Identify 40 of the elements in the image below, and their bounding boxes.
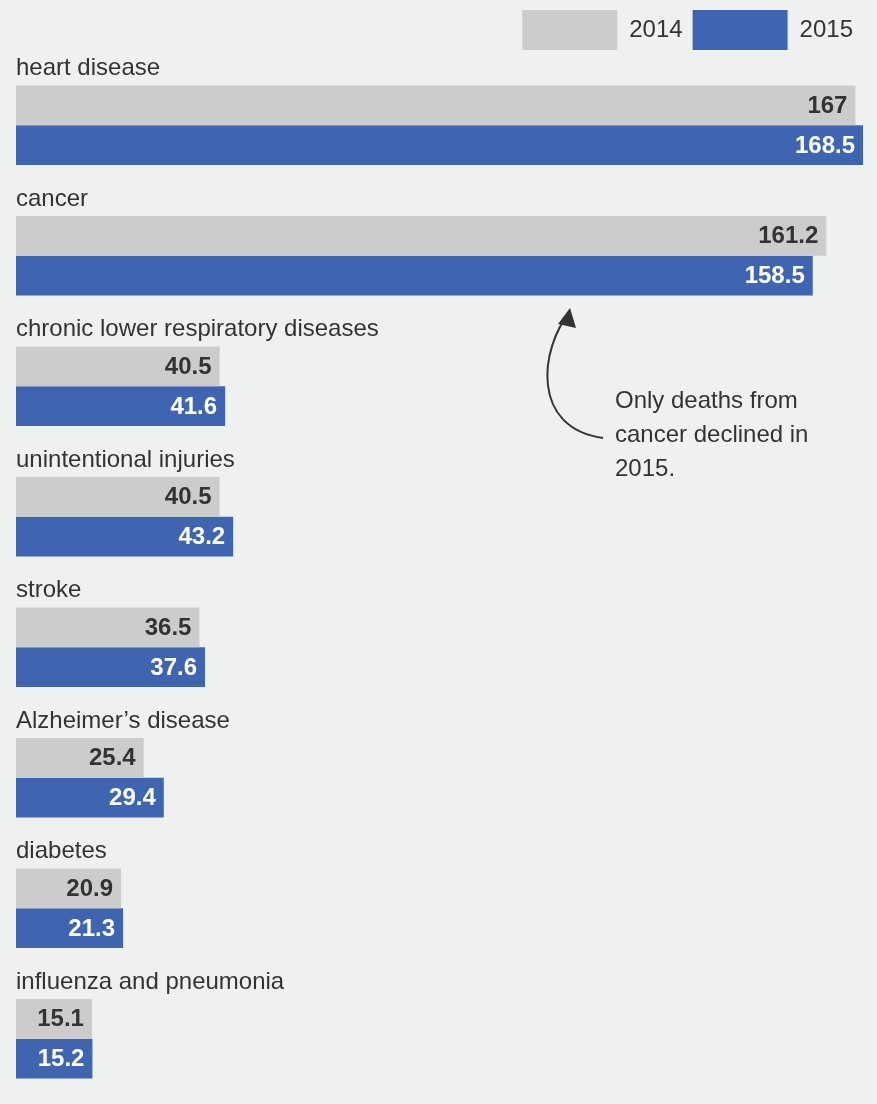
bar [16, 607, 200, 648]
bar [16, 516, 234, 557]
bar [16, 476, 220, 517]
data-label: 167 [807, 90, 848, 118]
data-label: 43.2 [178, 522, 226, 550]
bar [16, 908, 124, 949]
data-label: 40.5 [164, 482, 212, 510]
y-tick-label: unintentional injuries [16, 444, 235, 472]
bar [16, 346, 220, 387]
bar [16, 215, 827, 256]
bar [16, 647, 205, 688]
legend-label: 2015 [799, 14, 853, 42]
bar [16, 255, 813, 296]
annotation: Only deaths from cancer declined in 2015. [615, 386, 809, 481]
bar [16, 125, 863, 166]
y-tick-label: cancer [16, 183, 89, 211]
data-label: 158.5 [744, 261, 805, 289]
y-tick-label: heart disease [16, 53, 161, 81]
data-label: 25.4 [88, 743, 137, 771]
data-label: 41.6 [170, 391, 218, 419]
y-tick-label: Alzheimer’s disease [16, 705, 230, 733]
bar [16, 777, 164, 818]
bar [16, 386, 226, 427]
y-tick-label: influenza and pneumonia [16, 966, 285, 994]
data-label: 15.2 [37, 1044, 85, 1072]
data-label: 168.5 [794, 130, 855, 158]
bar [16, 85, 856, 126]
y-tick-label: stroke [16, 575, 82, 603]
y-tick-label: diabetes [16, 836, 107, 864]
data-label: 20.9 [66, 873, 114, 901]
data-label: 29.4 [109, 783, 157, 811]
data-label: 37.6 [150, 652, 197, 680]
data-label: 15.1 [37, 1004, 84, 1032]
data-label: 40.5 [164, 351, 212, 379]
data-label: 36.5 [144, 612, 192, 640]
data-label: 21.3 [68, 913, 116, 941]
y-tick-label: chronic lower respiratory diseases [16, 314, 379, 342]
legend-label: 2014 [629, 14, 683, 42]
bar [16, 737, 144, 778]
data-label: 161.2 [758, 221, 819, 249]
